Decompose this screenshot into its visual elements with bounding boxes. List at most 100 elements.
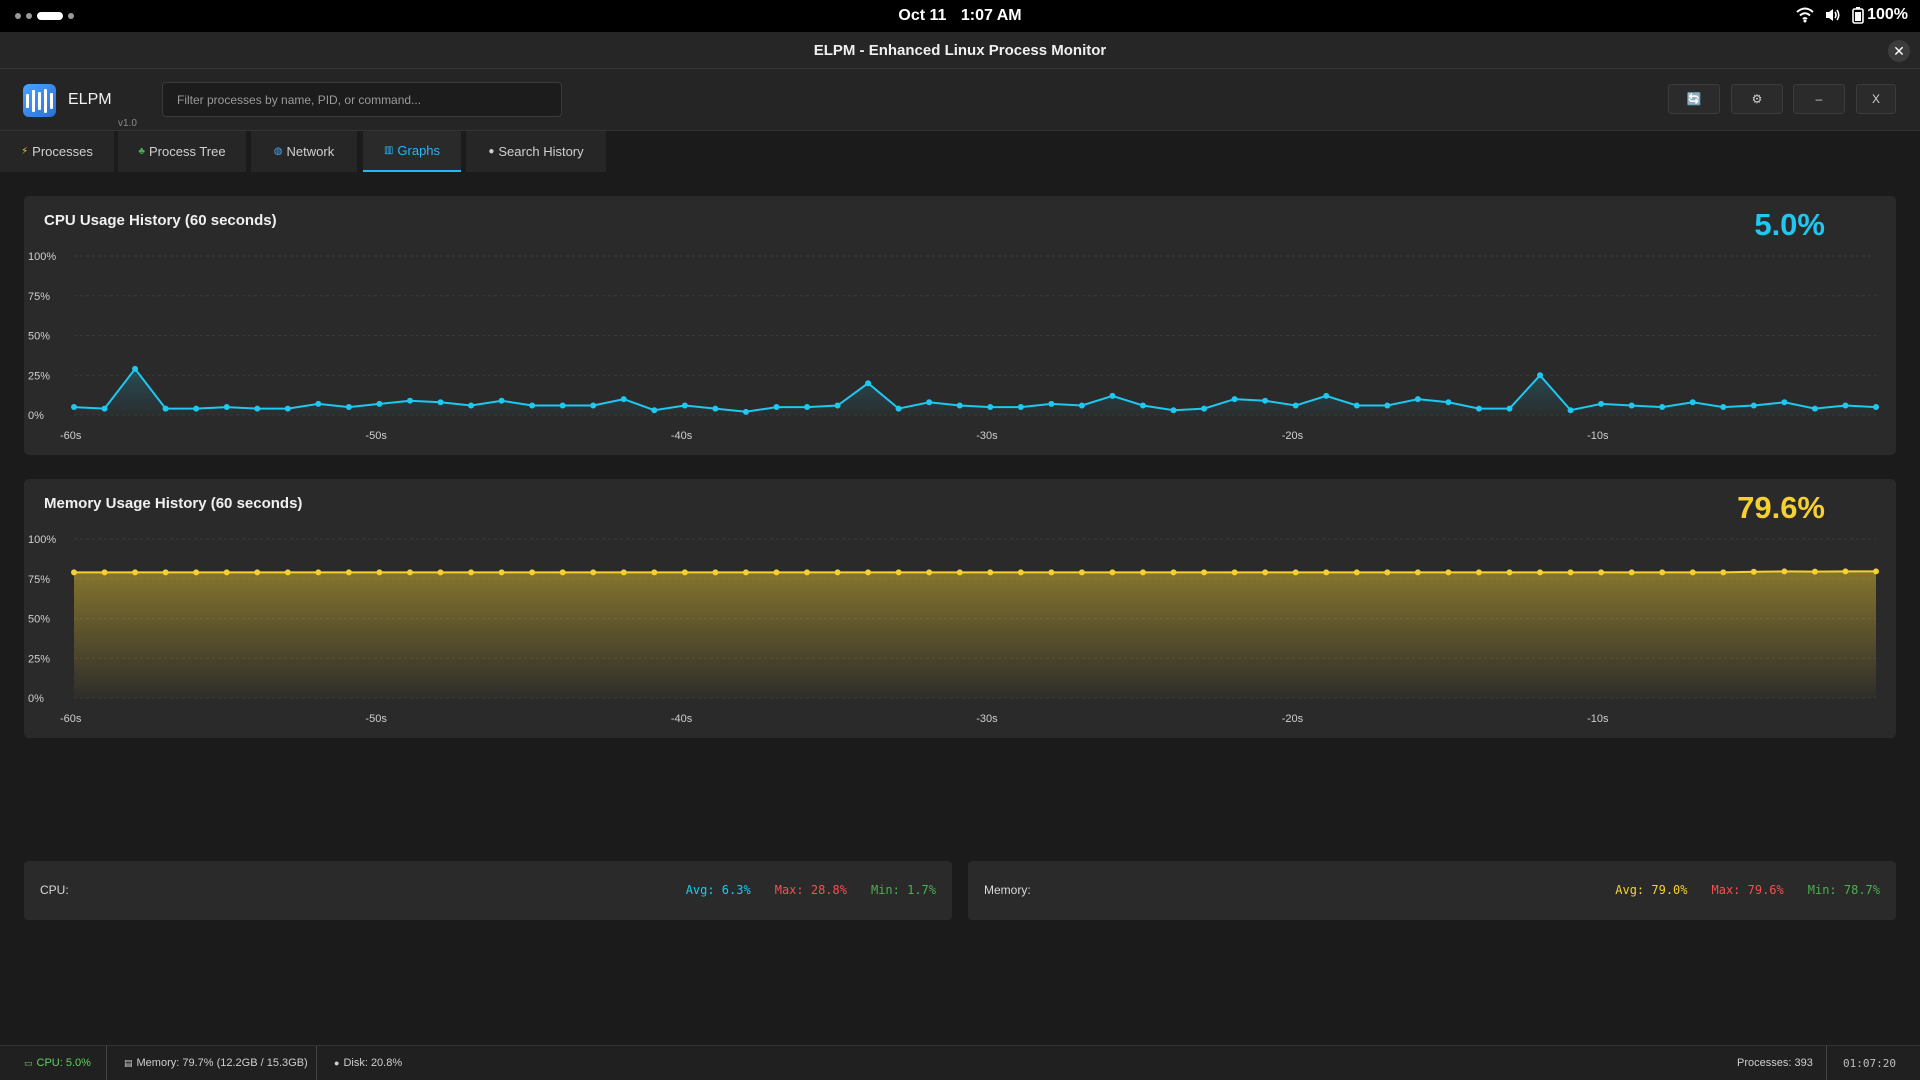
cpu-data-point [1598, 400, 1605, 407]
cpu-data-point [132, 365, 139, 372]
workspace-dot[interactable] [26, 13, 32, 19]
cpu-data-point [834, 402, 841, 409]
system-clock[interactable]: Oct 11 1:07 AM [0, 7, 1920, 25]
app-version: v1.0 [118, 118, 137, 129]
cpu-x-tick-label: -50s [365, 430, 387, 442]
cpu-data-point [1750, 402, 1757, 409]
cpu-data-point [1414, 396, 1421, 403]
cpu-data-point [1842, 402, 1849, 409]
window-close-button[interactable]: ✕ [1888, 40, 1910, 62]
cpu-data-point [1170, 407, 1177, 414]
memory-y-tick-label: 100% [28, 534, 56, 546]
process-filter-input[interactable] [162, 82, 562, 117]
cpu-max: Max: 28.8% [774, 883, 847, 897]
memory-data-point [1139, 569, 1146, 576]
cpu-data-point [1567, 407, 1574, 414]
memory-x-tick-label: -30s [976, 713, 998, 725]
memory-data-point [742, 569, 749, 576]
memory-data-point [345, 569, 352, 576]
memory-data-point [498, 569, 505, 576]
tab-label: Network [286, 144, 335, 159]
battery-level: 100% [1867, 6, 1908, 23]
status-processes: Processes: 393 [1737, 1046, 1813, 1080]
status-memory: ▤ Memory: 79.7% (12.2GB / 15.3GB) [124, 1046, 308, 1080]
cpu-data-point [254, 405, 261, 412]
tab-processes[interactable]: ⚡ Processes [0, 131, 114, 172]
cpu-data-point [1689, 399, 1696, 406]
cpu-data-point [590, 402, 597, 409]
cpu-y-tick-label: 100% [28, 251, 56, 263]
cpu-data-point [1537, 372, 1544, 379]
cpu-data-point [987, 404, 994, 411]
cpu-data-point [1720, 404, 1727, 411]
system-tray[interactable]: 100% [1796, 6, 1908, 24]
cpu-data-point [162, 405, 169, 412]
memory-data-point [895, 569, 902, 576]
memory-data-point [651, 569, 658, 576]
system-top-bar: Oct 11 1:07 AM 100% [0, 0, 1920, 32]
cpu-data-point [742, 408, 749, 415]
cpu-data-point [895, 405, 902, 412]
cpu-data-point [1873, 404, 1879, 411]
exit-button[interactable]: X [1856, 84, 1896, 114]
tab-network[interactable]: ◍ Network [251, 131, 357, 172]
cpu-chart-title: CPU Usage History (60 seconds) [44, 212, 277, 229]
minimize-button[interactable]: – [1793, 84, 1845, 114]
memory-data-point [1384, 569, 1391, 576]
lightning-icon: ⚡ [21, 146, 29, 157]
memory-data-point [987, 569, 994, 576]
cpu-data-point [1384, 402, 1391, 409]
memory-data-point [132, 569, 139, 576]
memory-data-point [101, 569, 108, 576]
cpu-chart-panel: 100% 75% 50% 25% 0% -60s -50s -40s -30s -20s -10s … [24, 196, 1896, 455]
memory-current-value: 79.6% [1737, 490, 1825, 525]
memory-area-fill [74, 571, 1876, 698]
cpu-series-line [73, 367, 1877, 413]
memory-chart-title: Memory Usage History (60 seconds) [44, 495, 303, 512]
memory-data-point [1078, 569, 1085, 576]
settings-button[interactable]: ⚙ [1731, 84, 1783, 114]
workspace-dot[interactable] [68, 13, 74, 19]
window-title-bar[interactable]: ELPM - Enhanced Linux Process Monitor ✕ [0, 32, 1920, 69]
memory-min: Min: 78.7% [1807, 883, 1880, 897]
tab-graphs[interactable]: ▥ Graphs [363, 131, 461, 172]
memory-x-tick-label: -20s [1282, 713, 1304, 725]
tab-search-history[interactable]: ● Search History [466, 131, 606, 172]
cpu-data-point [284, 405, 291, 412]
memory-data-point [1323, 569, 1330, 576]
cpu-stats-panel: CPU: Avg: 6.3% Max: 28.8% Min: 1.7% [24, 861, 952, 920]
workspace-active[interactable] [37, 12, 63, 20]
memory-data-point [1414, 569, 1421, 576]
status-cpu: ▭ CPU: 5.0% [24, 1046, 91, 1080]
memory-data-point [1445, 569, 1452, 576]
tab-process-tree[interactable]: ♣ Process Tree [118, 131, 246, 172]
cpu-y-tick-label: 25% [28, 370, 50, 382]
chart-icon: ▥ [383, 145, 394, 156]
cpu-data-point [681, 402, 688, 409]
memory-data-point [437, 569, 444, 576]
memory-data-point [926, 569, 933, 576]
memory-data-point [1109, 569, 1116, 576]
memory-y-tick-label: 25% [28, 653, 50, 665]
memory-data-point [1873, 568, 1879, 575]
app-logo-icon [23, 84, 56, 117]
cpu-data-point [773, 404, 780, 411]
status-bar: ▭ CPU: 5.0% ▤ Memory: 79.7% (12.2GB / 15… [0, 1045, 1920, 1080]
cpu-data-point [956, 402, 963, 409]
workspace-dot[interactable] [15, 13, 21, 19]
cpu-data-point [1781, 399, 1788, 406]
memory-data-point [1781, 568, 1788, 575]
refresh-button[interactable]: 🔄 [1668, 84, 1720, 114]
cpu-data-point [1811, 405, 1818, 412]
memory-x-tick-label: -10s [1587, 713, 1609, 725]
memory-stats-panel: Memory: Avg: 79.0% Max: 79.6% Min: 78.7% [968, 861, 1896, 920]
memory-data-point [773, 569, 780, 576]
status-memory-text: Memory: 79.7% (12.2GB / 15.3GB) [136, 1057, 308, 1069]
memory-usage-chart: 100% 75% 50% 25% 0% -60s -50s -40s -30s -20s -10s [28, 534, 1879, 725]
memory-max: Max: 79.6% [1711, 883, 1784, 897]
memory-data-point [590, 569, 597, 576]
memory-data-point [681, 569, 688, 576]
memory-stats-label: Memory: [984, 883, 1031, 897]
cpu-data-point [529, 402, 536, 409]
workspace-indicator[interactable] [15, 12, 74, 20]
